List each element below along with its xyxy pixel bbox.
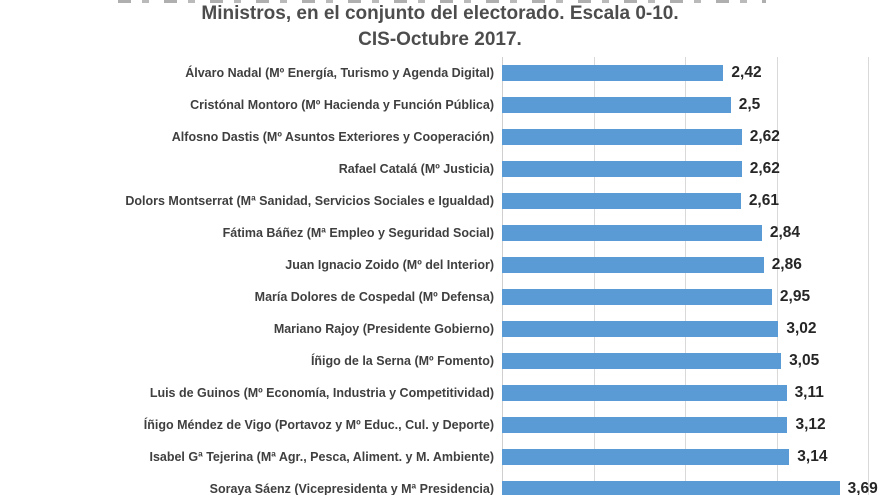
chart-title-line-2: CIS-Octubre 2017. <box>358 29 522 50</box>
category-label: Dolors Montserrat (Mª Sanidad, Servicios… <box>125 194 494 208</box>
bar <box>502 161 742 177</box>
bar-row: Mariano Rajoy (Presidente Gobierno) 3,02 <box>0 313 880 345</box>
category-label: Cristónal Montoro (Mº Hacienda y Función… <box>190 98 494 112</box>
value-label: 2,62 <box>749 160 780 177</box>
value-label: 3,69 <box>847 480 878 495</box>
gridline <box>868 57 869 495</box>
bar <box>502 321 779 337</box>
bar-row: Cristónal Montoro (Mº Hacienda y Función… <box>0 89 880 121</box>
value-label: 2,95 <box>779 288 811 305</box>
category-label: Soraya Sáenz (Vicepresidenta y Mª Presid… <box>209 482 494 495</box>
bar-row: María Dolores de Cospedal (Mº Defensa) 2… <box>0 281 880 313</box>
gridline <box>685 57 686 495</box>
value-label: 2,42 <box>731 64 762 81</box>
value-label: 2,61 <box>748 192 779 209</box>
value-label: 3,05 <box>789 352 820 369</box>
bar-row: Soraya Sáenz (Vicepresidenta y Mª Presid… <box>0 473 880 495</box>
gridline <box>776 57 778 495</box>
bar-row: Luis de Guinos (Mº Economía, Industria y… <box>0 377 880 409</box>
bar-row: Álvaro Nadal (Mº Energía, Turismo y Agen… <box>0 57 880 89</box>
chart-title-line-1: Ministros, en el conjunto del electorado… <box>201 3 679 24</box>
value-label: 3,14 <box>797 448 828 465</box>
value-axis-line <box>502 57 503 495</box>
value-label: 2,5 <box>738 96 761 113</box>
gridline <box>593 57 595 495</box>
bar <box>502 225 762 241</box>
category-label: Rafael Catalá (Mº Justicia) <box>338 162 494 176</box>
value-label: 2,62 <box>749 128 780 145</box>
bar-row: Juan Ignacio Zoido (Mº del Interior) 2,8… <box>0 249 880 281</box>
bar-row: Dolors Montserrat (Mª Sanidad, Servicios… <box>0 185 880 217</box>
value-label: 2,86 <box>771 256 802 273</box>
bar <box>502 289 772 305</box>
bar <box>502 193 741 209</box>
bar <box>502 353 782 369</box>
category-label: María Dolores de Cospedal (Mº Defensa) <box>254 290 494 304</box>
category-label: Isabel Gª Tejerina (Mª Agr., Pesca, Alim… <box>149 450 494 464</box>
category-label: Alfosno Dastis (Mº Asuntos Exteriores y … <box>171 130 494 144</box>
bar-row: Isabel Gª Tejerina (Mª Agr., Pesca, Alim… <box>0 441 880 473</box>
bar <box>502 97 731 113</box>
bar-row: Rafael Catalá (Mº Justicia) 2,62 <box>0 153 880 185</box>
bar-row: Íñigo Méndez de Vigo (Portavoz y Mº Educ… <box>0 409 880 441</box>
bar <box>502 257 764 273</box>
bar <box>502 385 787 401</box>
value-label: 3,12 <box>795 416 826 433</box>
cutoff-text-artifact <box>118 0 766 3</box>
bar-row: Íñigo de la Serna (Mº Fomento) 3,05 <box>0 345 880 377</box>
value-label: 2,84 <box>769 224 801 241</box>
category-label: Álvaro Nadal (Mº Energía, Turismo y Agen… <box>185 66 494 80</box>
value-label: 3,11 <box>794 384 824 401</box>
category-label: Juan Ignacio Zoido (Mº del Interior) <box>285 258 494 272</box>
category-label: Luis de Guinos (Mº Economía, Industria y… <box>149 386 494 400</box>
bar <box>502 129 742 145</box>
bar-row: Fátima Báñez (Mª Empleo y Seguridad Soci… <box>0 217 880 249</box>
bar <box>502 481 840 495</box>
bar <box>502 449 790 465</box>
value-label: 3,02 <box>786 320 817 337</box>
category-label: Íñigo Méndez de Vigo (Portavoz y Mº Educ… <box>143 418 494 432</box>
category-label: Mariano Rajoy (Presidente Gobierno) <box>273 322 494 336</box>
bar-row: Alfosno Dastis (Mº Asuntos Exteriores y … <box>0 121 880 153</box>
category-label: Íñigo de la Serna (Mº Fomento) <box>310 354 494 368</box>
bar <box>502 65 724 81</box>
bar <box>502 417 788 433</box>
category-label: Fátima Báñez (Mª Empleo y Seguridad Soci… <box>222 226 494 240</box>
